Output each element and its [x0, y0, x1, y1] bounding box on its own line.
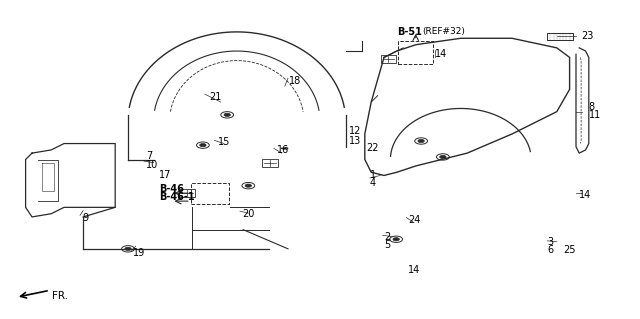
- Bar: [262, 159, 278, 167]
- Text: 5: 5: [384, 240, 390, 250]
- Text: 9: 9: [82, 212, 88, 223]
- Text: 25: 25: [563, 245, 576, 256]
- Circle shape: [200, 144, 206, 147]
- Text: 3: 3: [547, 237, 554, 247]
- Text: 15: 15: [218, 137, 230, 147]
- Circle shape: [224, 113, 230, 116]
- Text: B-46-1: B-46-1: [159, 192, 195, 202]
- Bar: [179, 189, 195, 197]
- Bar: [381, 55, 396, 63]
- Text: 16: 16: [276, 145, 289, 155]
- Circle shape: [440, 155, 446, 159]
- Text: 12: 12: [349, 126, 362, 136]
- Text: (REF#32): (REF#32): [422, 27, 465, 36]
- Text: 14: 14: [435, 49, 447, 59]
- Text: 2: 2: [384, 232, 390, 242]
- Text: 1: 1: [370, 170, 376, 180]
- Text: 8: 8: [589, 102, 595, 112]
- Bar: [547, 33, 573, 40]
- Text: 23: 23: [581, 31, 593, 41]
- Text: B-51: B-51: [397, 27, 422, 37]
- Circle shape: [418, 139, 424, 143]
- Text: 20: 20: [242, 209, 254, 219]
- Text: 10: 10: [146, 160, 158, 170]
- Text: 4: 4: [370, 178, 376, 189]
- Text: 22: 22: [367, 143, 380, 153]
- Text: 7: 7: [146, 151, 152, 161]
- Text: B-46: B-46: [159, 184, 184, 194]
- Text: 13: 13: [349, 136, 362, 146]
- Circle shape: [245, 184, 252, 187]
- Text: 6: 6: [547, 245, 554, 256]
- Text: 14: 14: [579, 189, 591, 200]
- Text: 17: 17: [159, 170, 171, 180]
- Text: 14: 14: [408, 264, 420, 275]
- Circle shape: [125, 247, 131, 250]
- Text: 21: 21: [209, 92, 221, 102]
- Text: 18: 18: [289, 76, 301, 86]
- Text: FR.: FR.: [52, 291, 68, 301]
- Text: 11: 11: [589, 110, 601, 121]
- Text: 19: 19: [133, 248, 145, 258]
- Circle shape: [393, 238, 399, 241]
- Text: 24: 24: [408, 215, 420, 225]
